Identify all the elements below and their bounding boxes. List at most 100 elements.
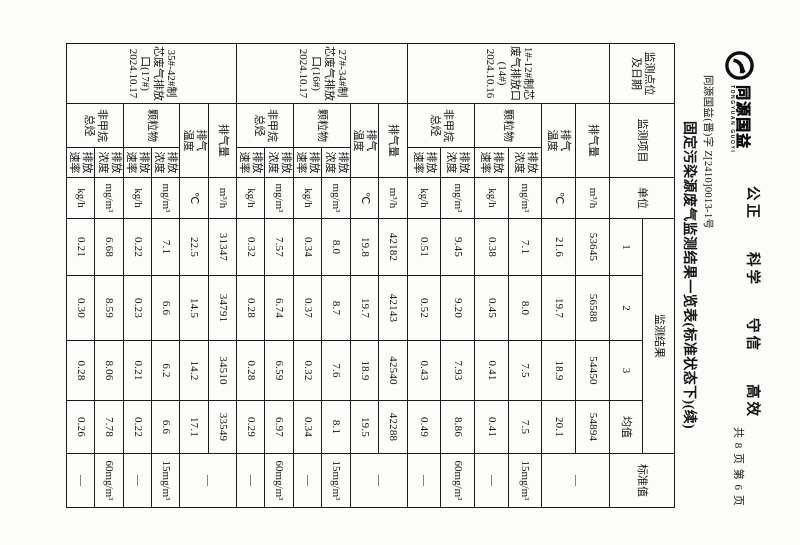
unit-cell: kg/h bbox=[66, 177, 95, 219]
value-cell: 19.7 bbox=[350, 275, 379, 341]
header-unit: 单位 bbox=[609, 177, 675, 219]
unit-cell: ℃ bbox=[350, 177, 379, 219]
sub-item-cell: 排放 速率 bbox=[236, 147, 265, 178]
value-cell: 0.21 bbox=[123, 340, 152, 401]
value-cell: 8.7 bbox=[321, 275, 351, 341]
value-cell: 7.5 bbox=[508, 340, 542, 401]
unit-cell: m³/h bbox=[208, 177, 237, 219]
motto-word: 科学 bbox=[744, 252, 760, 287]
sub-item-cell: 排放 速率 bbox=[66, 147, 95, 178]
value-cell: 0.43 bbox=[407, 340, 441, 401]
value-cell: 7.57 bbox=[264, 218, 294, 276]
value-cell: 0.28 bbox=[66, 340, 95, 401]
standard-cell: 60mg/m³ bbox=[94, 453, 124, 508]
table-row: 颗粒物 排放 浓度 mg/m³ 7.1 6.6 6.2 6.6 15mg/m³ bbox=[123, 44, 180, 508]
point-date: 2024.10.17 bbox=[297, 48, 310, 99]
value-cell: 33549 bbox=[208, 400, 237, 454]
value-cell: 22.5 bbox=[179, 218, 209, 276]
value-cell: 42288 bbox=[378, 400, 408, 454]
value-cell: 19.5 bbox=[350, 400, 379, 454]
value-cell: 0.38 bbox=[474, 218, 509, 276]
value-cell: 8.86 bbox=[440, 400, 475, 454]
value-cell: 0.32 bbox=[236, 218, 265, 276]
header-sample-3: 3 bbox=[609, 340, 643, 401]
point-cell: 35#-42#制 芯废气排放 口(17#) 2024.10.17 bbox=[66, 43, 237, 104]
value-cell: 8.1 bbox=[321, 400, 351, 454]
monitoring-table: 监测点位 及日期 监测项目 单位 监测结果 标准值 1 2 3 均值 1#-12… bbox=[66, 43, 675, 508]
unit-cell: mg/m³ bbox=[321, 177, 351, 219]
unit-cell: kg/h bbox=[293, 177, 322, 219]
standard-cell: 15mg/m³ bbox=[321, 453, 351, 508]
value-cell: 0.34 bbox=[293, 218, 322, 276]
value-cell: 0.28 bbox=[236, 340, 265, 401]
sub-item-cell: 排放 速率 bbox=[123, 147, 152, 178]
value-cell: 0.41 bbox=[474, 400, 509, 454]
standard-cell: — bbox=[407, 453, 441, 508]
value-cell: 0.45 bbox=[474, 275, 509, 341]
document-title: 固定污染源废气监测结果一览表(标准状态下)(续) bbox=[681, 120, 696, 430]
point-cell: 27#-34#制 芯废气排放 口(16#) 2024.10.17 bbox=[236, 43, 408, 104]
unit-cell: ℃ bbox=[179, 177, 209, 219]
value-cell: 0.23 bbox=[123, 275, 152, 341]
point-name: 35#-42#制 芯废气排放 口(17#) bbox=[139, 46, 178, 101]
value-cell: 56588 bbox=[575, 275, 610, 341]
value-cell: 54894 bbox=[575, 400, 610, 454]
page-number: 共 8 页 第 6 页 bbox=[732, 427, 744, 507]
value-cell: 0.30 bbox=[66, 275, 95, 341]
value-cell: 0.51 bbox=[407, 218, 441, 276]
value-cell: 0.29 bbox=[236, 400, 265, 454]
value-cell: 0.26 bbox=[66, 400, 95, 454]
unit-cell: kg/h bbox=[407, 177, 441, 219]
table-row: 非甲烷 总烃 排放 浓度 mg/m³ 6.68 8.59 8.06 7.78 60mg/m³ bbox=[66, 44, 124, 508]
value-cell: 0.21 bbox=[66, 218, 95, 276]
table-row: 排气 温度 ℃ 21.6 19.7 18.9 20.1 bbox=[541, 44, 576, 508]
value-cell: 8.06 bbox=[94, 340, 124, 401]
value-cell: 7.1 bbox=[508, 218, 542, 276]
standard-cell: — bbox=[350, 453, 408, 508]
value-cell: 0.22 bbox=[123, 400, 152, 454]
table-row: 颗粒物 排放 浓度 mg/m³ 8.0 8.7 7.6 8.1 15mg/m³ bbox=[293, 44, 351, 508]
value-cell: 42143 bbox=[378, 275, 408, 341]
value-cell: 53645 bbox=[575, 218, 610, 276]
header-average: 均值 bbox=[609, 400, 643, 454]
value-cell: 7.78 bbox=[94, 400, 124, 454]
sub-item-cell: 排放 速率 bbox=[474, 147, 509, 178]
item-cell: 颗粒物 bbox=[123, 103, 180, 148]
value-cell: 8.0 bbox=[508, 275, 542, 341]
sub-item-cell: 排放 浓度 bbox=[94, 147, 124, 178]
standard-cell: 60mg/m³ bbox=[264, 453, 294, 508]
item-cell: 非甲烷 总烃 bbox=[236, 103, 294, 148]
sub-item-cell: 排放 速率 bbox=[407, 147, 441, 178]
item-cell: 颗粒物 bbox=[474, 103, 542, 148]
value-cell: 9.20 bbox=[440, 275, 475, 341]
item-cell: 非甲烷 总烃 bbox=[66, 103, 124, 148]
value-cell: 17.1 bbox=[179, 400, 209, 454]
value-cell: 8.0 bbox=[321, 218, 351, 276]
table-row: 非甲烷 总烃 排放 浓度 mg/m³ 7.57 6.74 6.59 6.97 60mg/m³ bbox=[236, 44, 294, 508]
item-cell: 排气量 bbox=[575, 103, 610, 178]
value-cell: 0.34 bbox=[293, 400, 322, 454]
value-cell: 0.49 bbox=[407, 400, 441, 454]
unit-cell: mg/m³ bbox=[151, 177, 180, 219]
unit-cell: mg/m³ bbox=[264, 177, 294, 219]
value-cell: 31347 bbox=[208, 218, 237, 276]
unit-cell: mg/m³ bbox=[440, 177, 475, 219]
header-sample-1: 1 bbox=[609, 218, 643, 276]
value-cell: 6.74 bbox=[264, 275, 294, 341]
logo-mark-icon bbox=[724, 50, 755, 81]
value-cell: 14.5 bbox=[179, 275, 209, 341]
value-cell: 6.6 bbox=[151, 400, 180, 454]
value-cell: 14.2 bbox=[179, 340, 209, 401]
standard-cell: — bbox=[236, 453, 265, 508]
value-cell: 21.6 bbox=[541, 218, 576, 276]
sub-item-cell: 排放 浓度 bbox=[151, 147, 180, 178]
value-cell: 6.59 bbox=[264, 340, 294, 401]
standard-cell: — bbox=[123, 453, 152, 508]
table-row: 1#-12#制芯 废气排放口 (14#) 2024.10.16 排气量 m³/h 536… bbox=[407, 43, 610, 508]
standard-cell: — bbox=[293, 453, 322, 508]
point-cell: 1#-12#制芯 废气排放口 (14#) 2024.10.16 bbox=[407, 43, 610, 104]
point-name: 27#-34#制 芯废气排放 口(16#) bbox=[310, 46, 348, 101]
value-cell: 19.7 bbox=[541, 275, 576, 341]
standard-cell: — bbox=[66, 453, 95, 508]
